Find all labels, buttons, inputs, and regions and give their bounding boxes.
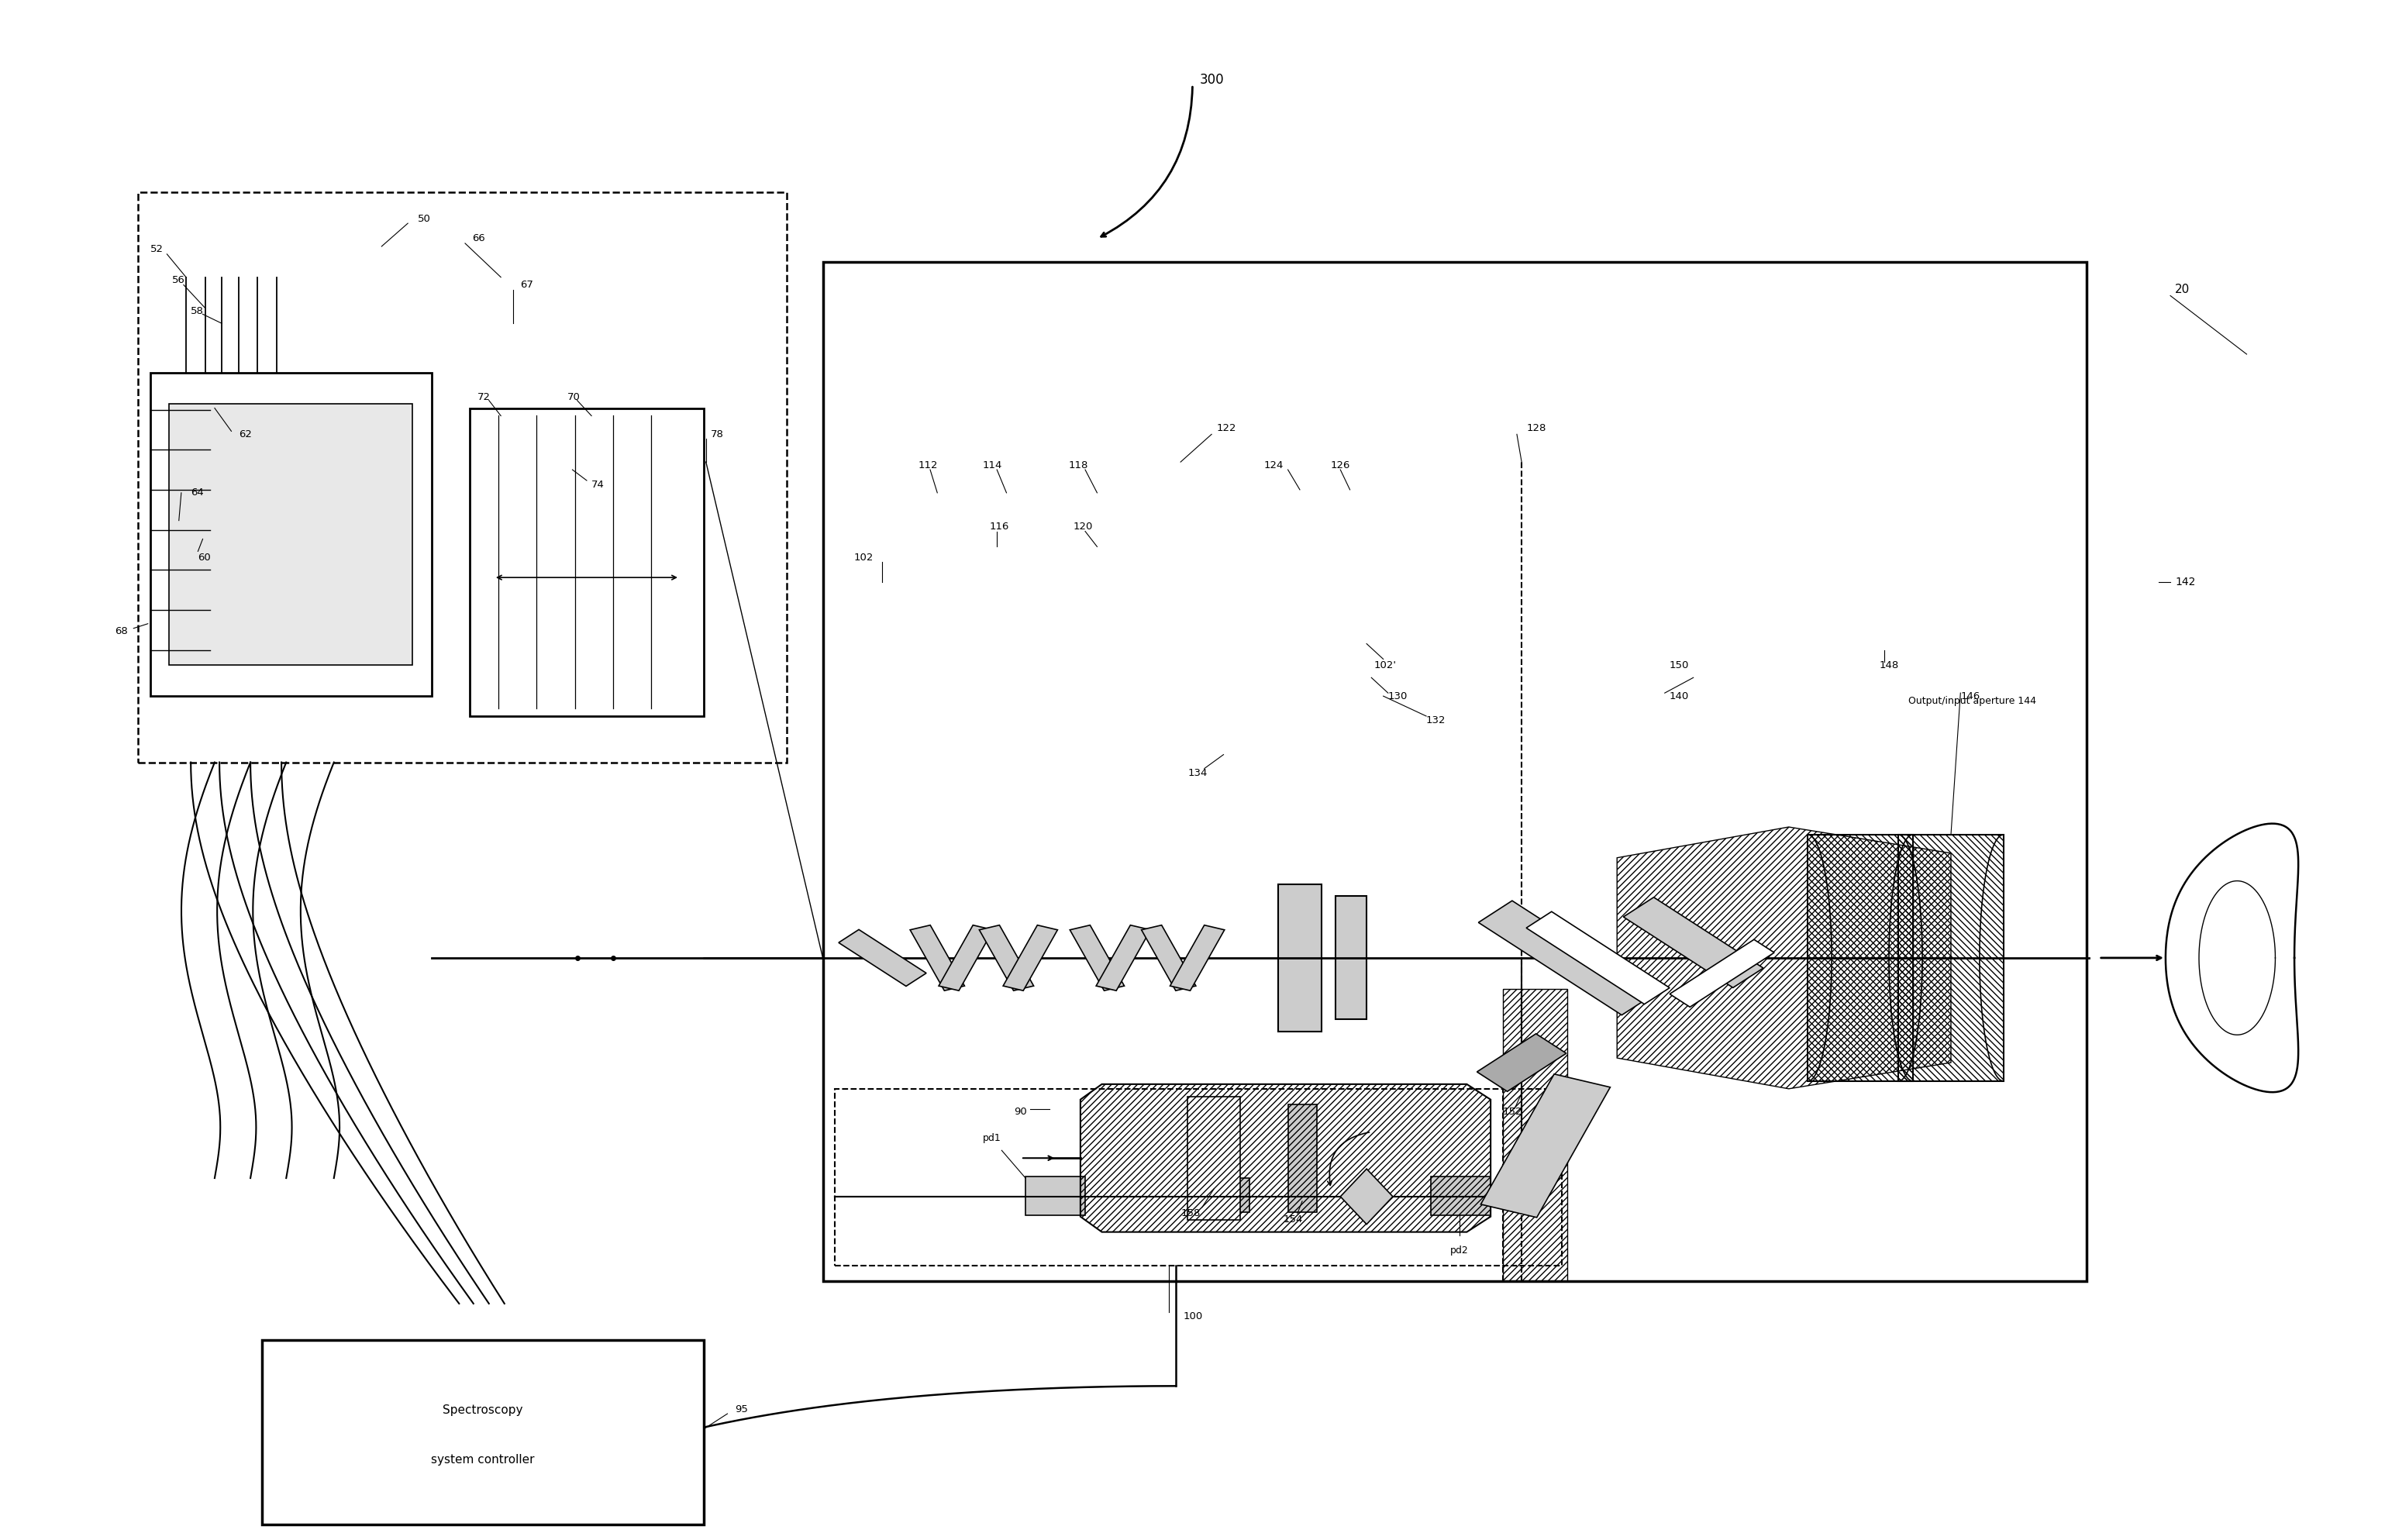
Text: 116: 116 <box>990 522 1009 531</box>
Text: 130: 130 <box>1388 691 1407 701</box>
Text: 60: 60 <box>198 553 210 562</box>
Text: 66: 66 <box>472 234 484 243</box>
Polygon shape <box>1476 1033 1567 1092</box>
Text: 126: 126 <box>1331 460 1350 470</box>
Bar <box>150 373 432 696</box>
Text: Spectroscopy: Spectroscopy <box>444 1404 522 1415</box>
Bar <box>1336 896 1367 1019</box>
Bar <box>1288 1104 1317 1212</box>
Text: 95: 95 <box>735 1404 747 1414</box>
Text: 118: 118 <box>1068 460 1088 470</box>
Bar <box>1197 1178 1250 1212</box>
Text: 132: 132 <box>1426 716 1445 725</box>
Text: 152: 152 <box>1503 1107 1522 1116</box>
Text: 62: 62 <box>239 430 250 439</box>
Text: 154: 154 <box>1283 1215 1302 1224</box>
Text: 90: 90 <box>1014 1107 1026 1116</box>
Text: 114: 114 <box>983 460 1002 470</box>
Polygon shape <box>1479 901 1655 1015</box>
Text: 146: 146 <box>1960 691 1980 701</box>
Text: 134: 134 <box>1188 768 1207 778</box>
Polygon shape <box>1071 926 1123 990</box>
Text: 78: 78 <box>711 430 723 439</box>
Polygon shape <box>940 926 992 990</box>
Polygon shape <box>1526 912 1669 1004</box>
Text: pd2: pd2 <box>1450 1246 1469 1255</box>
Text: 100: 100 <box>1183 1312 1202 1321</box>
Bar <box>138 192 787 762</box>
Text: 112: 112 <box>918 460 937 470</box>
Bar <box>835 1089 1562 1266</box>
Text: 20: 20 <box>2175 283 2189 296</box>
Text: 64: 64 <box>191 488 203 497</box>
Bar <box>1188 1096 1240 1220</box>
Text: 70: 70 <box>568 393 580 402</box>
Text: 128: 128 <box>1526 424 1545 433</box>
Text: 300: 300 <box>1200 72 1224 88</box>
Text: 56: 56 <box>172 276 184 285</box>
Text: pd1: pd1 <box>983 1133 1002 1143</box>
Text: Output/input aperture 144: Output/input aperture 144 <box>1908 696 2037 705</box>
Text: 102: 102 <box>854 553 873 562</box>
Text: 68: 68 <box>114 627 126 636</box>
Polygon shape <box>980 926 1033 990</box>
Text: 150: 150 <box>1669 661 1689 670</box>
Text: 58: 58 <box>191 306 203 316</box>
Text: 148: 148 <box>1879 661 1898 670</box>
Bar <box>823 262 2087 1281</box>
Text: 102': 102' <box>1374 661 1395 670</box>
Polygon shape <box>1669 939 1774 1007</box>
Text: 74: 74 <box>591 480 603 490</box>
Polygon shape <box>1171 926 1224 990</box>
Text: 72: 72 <box>477 393 491 402</box>
Polygon shape <box>1097 926 1150 990</box>
Text: 158: 158 <box>1181 1209 1200 1218</box>
Text: 122: 122 <box>1216 424 1235 433</box>
Text: 67: 67 <box>520 280 532 290</box>
Polygon shape <box>1340 1169 1393 1224</box>
Bar <box>1278 884 1321 1032</box>
Text: 156: 156 <box>1526 1153 1545 1163</box>
Bar <box>262 1340 704 1525</box>
Text: 140: 140 <box>1669 691 1689 701</box>
Polygon shape <box>1004 926 1057 990</box>
Text: 50: 50 <box>417 214 429 223</box>
Text: system controller: system controller <box>432 1454 534 1466</box>
Text: 52: 52 <box>150 245 165 254</box>
Bar <box>470 408 704 716</box>
Polygon shape <box>1481 1073 1610 1218</box>
Bar <box>1431 1177 1491 1215</box>
Bar <box>169 403 413 665</box>
Bar <box>1026 1177 1085 1215</box>
Polygon shape <box>840 930 925 986</box>
Text: 124: 124 <box>1264 460 1283 470</box>
Text: 120: 120 <box>1073 522 1092 531</box>
Polygon shape <box>1142 926 1195 990</box>
Polygon shape <box>1624 898 1763 987</box>
Text: 142: 142 <box>2175 576 2197 588</box>
Polygon shape <box>911 926 964 990</box>
